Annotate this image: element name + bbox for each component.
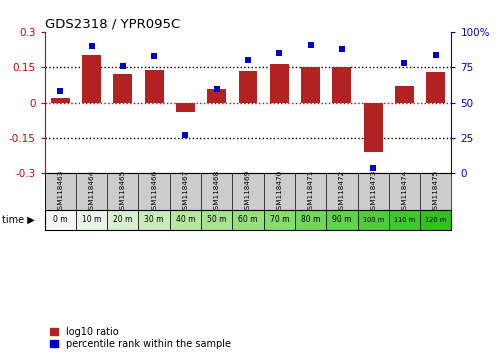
Bar xyxy=(326,210,358,230)
Text: GDS2318 / YPR095C: GDS2318 / YPR095C xyxy=(45,18,180,31)
Bar xyxy=(295,210,326,230)
Bar xyxy=(138,210,170,230)
Bar xyxy=(232,210,264,230)
Text: GSM118467: GSM118467 xyxy=(183,169,188,213)
Bar xyxy=(270,64,289,103)
Text: 70 m: 70 m xyxy=(269,215,289,224)
Text: GSM118468: GSM118468 xyxy=(214,169,220,213)
Point xyxy=(338,46,346,52)
Text: time ▶: time ▶ xyxy=(2,215,35,225)
Bar xyxy=(51,98,69,103)
Legend: log10 ratio, percentile rank within the sample: log10 ratio, percentile rank within the … xyxy=(50,327,231,349)
Text: GSM118475: GSM118475 xyxy=(433,169,439,213)
Text: 90 m: 90 m xyxy=(332,215,352,224)
Bar xyxy=(301,67,320,103)
Text: 20 m: 20 m xyxy=(113,215,132,224)
Bar xyxy=(201,210,232,230)
Point xyxy=(150,53,158,59)
Bar xyxy=(332,67,351,103)
Text: 100 m: 100 m xyxy=(363,217,384,223)
Bar xyxy=(358,210,389,230)
Point xyxy=(88,43,96,49)
Text: GSM118474: GSM118474 xyxy=(401,169,407,213)
Text: GSM118466: GSM118466 xyxy=(151,169,157,213)
Point xyxy=(57,88,64,94)
Text: GSM118473: GSM118473 xyxy=(370,169,376,213)
Bar xyxy=(45,210,76,230)
Point xyxy=(432,52,439,57)
Text: 30 m: 30 m xyxy=(144,215,164,224)
Point xyxy=(307,42,314,47)
Text: GSM118465: GSM118465 xyxy=(120,169,126,213)
Bar xyxy=(427,72,445,103)
Point xyxy=(369,165,377,171)
Text: 50 m: 50 m xyxy=(207,215,227,224)
Text: 0 m: 0 m xyxy=(53,215,67,224)
Bar xyxy=(145,70,164,103)
Point xyxy=(275,50,283,56)
Bar xyxy=(82,56,101,103)
Bar xyxy=(207,88,226,103)
Bar xyxy=(364,103,382,152)
Text: GSM118469: GSM118469 xyxy=(245,169,251,213)
Text: 110 m: 110 m xyxy=(394,217,415,223)
Bar xyxy=(76,210,107,230)
Bar xyxy=(107,210,138,230)
Point xyxy=(119,63,127,69)
Bar xyxy=(389,210,420,230)
Point xyxy=(244,57,252,63)
Bar xyxy=(239,71,257,103)
Text: 40 m: 40 m xyxy=(176,215,195,224)
Text: GSM118471: GSM118471 xyxy=(308,169,313,213)
Text: GSM118470: GSM118470 xyxy=(276,169,282,213)
Point xyxy=(182,132,189,138)
Text: 120 m: 120 m xyxy=(425,217,446,223)
Bar xyxy=(264,210,295,230)
Bar xyxy=(420,210,451,230)
Text: GSM118463: GSM118463 xyxy=(57,169,63,213)
Bar xyxy=(114,74,132,103)
Text: 10 m: 10 m xyxy=(82,215,101,224)
Text: 60 m: 60 m xyxy=(238,215,258,224)
Point xyxy=(213,86,221,91)
Bar xyxy=(176,103,195,112)
Point xyxy=(400,60,408,66)
Bar xyxy=(170,210,201,230)
Text: GSM118464: GSM118464 xyxy=(89,169,95,213)
Bar xyxy=(395,86,414,103)
Text: 80 m: 80 m xyxy=(301,215,320,224)
Text: GSM118472: GSM118472 xyxy=(339,169,345,213)
